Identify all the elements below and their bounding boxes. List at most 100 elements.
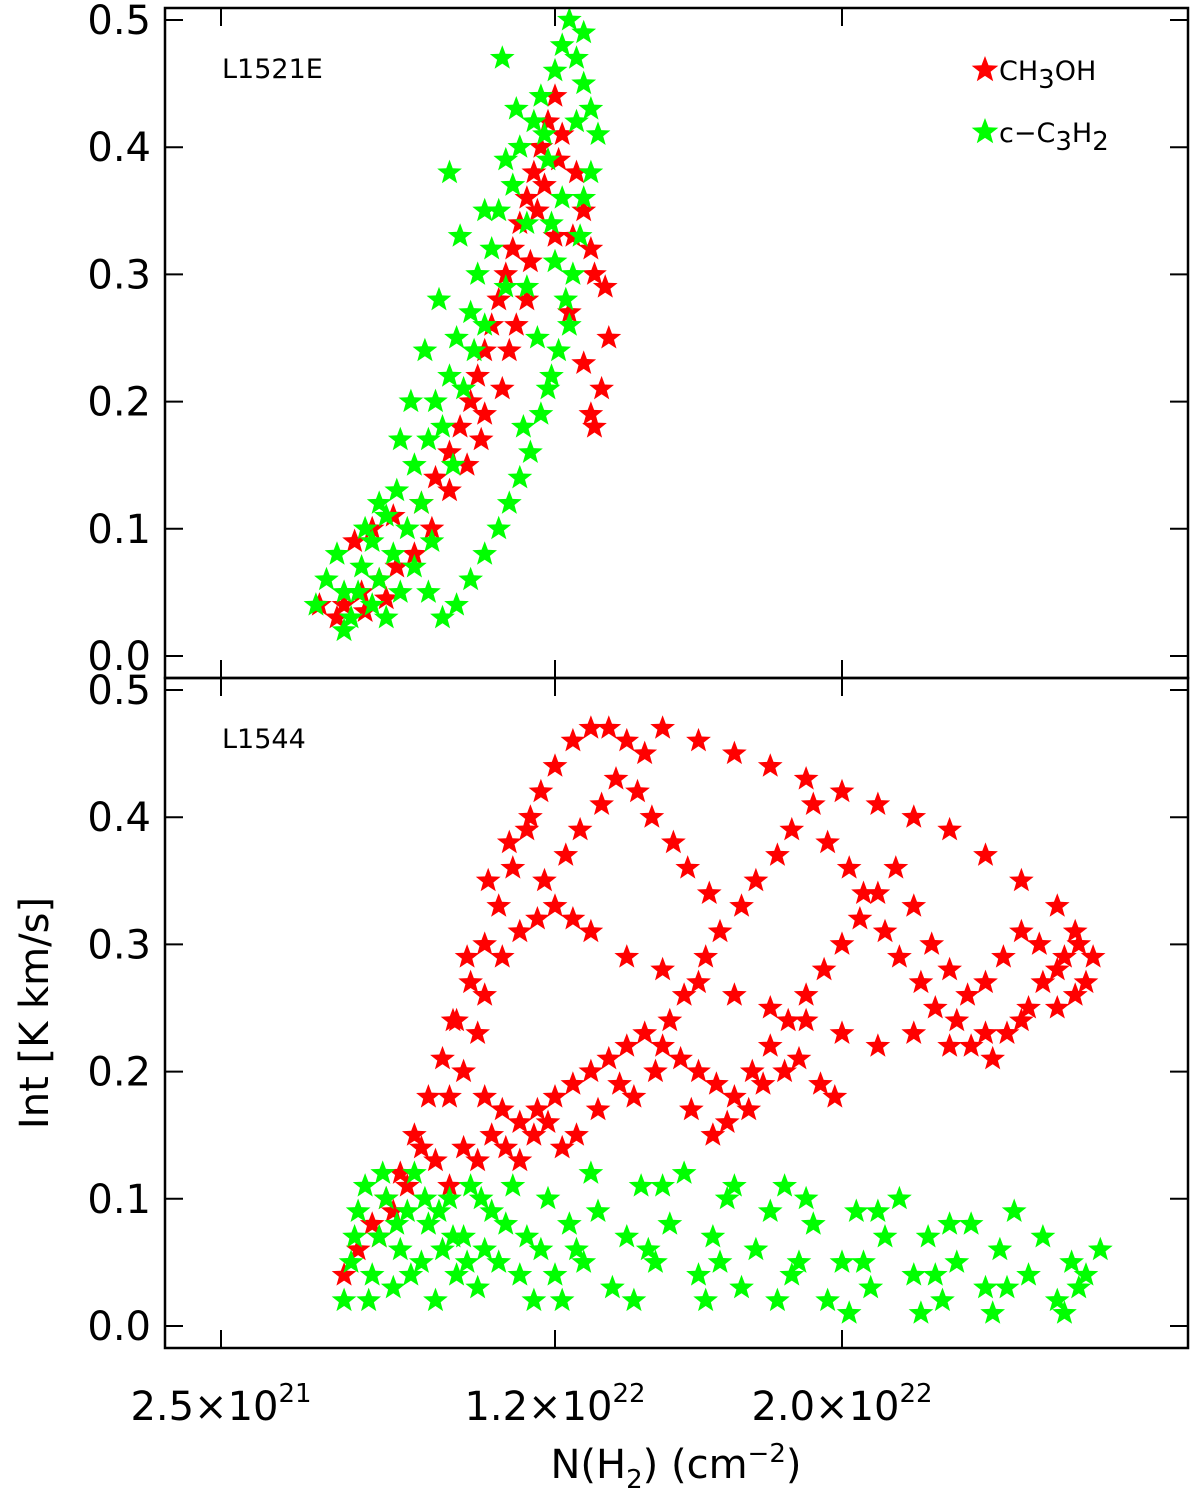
point-ch3oh-54 [468, 426, 494, 451]
point-ch3oh-28 [901, 804, 927, 828]
point-ch3oh-19 [614, 727, 640, 752]
point-c-c3h2-4 [338, 604, 364, 629]
y-tick-label-0: 0.0 [87, 1304, 151, 1350]
point-c-c3h2-8 [387, 1236, 413, 1261]
legend-marker-ch3oh [971, 56, 999, 82]
point-ch3oh-73 [722, 1084, 747, 1108]
point-ch3oh-2 [359, 1211, 385, 1235]
point-c-c3h2-49 [815, 1287, 840, 1312]
point-ch3oh-102 [549, 1134, 575, 1159]
point-ch3oh-134 [714, 1109, 740, 1133]
point-c-c3h2-21 [472, 312, 497, 336]
point-c-c3h2-58 [944, 1249, 970, 1273]
point-ch3oh-45 [419, 515, 445, 540]
point-c-c3h2-47 [507, 464, 533, 489]
point-ch3oh-27 [571, 197, 597, 222]
point-ch3oh-157 [661, 829, 686, 854]
point-c-c3h2-66 [387, 426, 413, 451]
point-c-c3h2-97 [426, 1198, 452, 1222]
point-ch3oh-117 [815, 829, 840, 854]
point-ch3oh-51 [532, 172, 557, 196]
point-ch3oh-133 [700, 1122, 726, 1146]
point-c-c3h2-100 [468, 1185, 494, 1210]
point-ch3oh-1 [345, 1236, 371, 1261]
point-ch3oh-126 [980, 1045, 1005, 1070]
point-ch3oh-57 [451, 1058, 476, 1083]
point-c-c3h2-81 [352, 515, 378, 540]
point-c-c3h2-67 [557, 312, 582, 336]
point-c-c3h2-25 [500, 172, 526, 196]
point-ch3oh-34 [582, 414, 607, 438]
point-ch3oh-79 [829, 931, 855, 955]
point-ch3oh-64 [560, 1071, 586, 1095]
point-ch3oh-18 [500, 236, 526, 260]
y-tick-label-5: 0.5 [87, 0, 151, 44]
point-c-c3h2-29 [535, 1185, 561, 1210]
panel-bottom-label: L1544 [222, 724, 306, 755]
point-c-c3h2-25 [507, 1262, 533, 1286]
point-c-c3h2-76 [461, 337, 487, 362]
point-ch3oh-91 [1044, 956, 1070, 981]
point-ch3oh-54 [489, 944, 515, 968]
point-ch3oh-30 [973, 842, 998, 866]
point-c-c3h2-4 [359, 1262, 385, 1286]
point-c-c3h2-80 [331, 617, 357, 642]
point-ch3oh-76 [775, 1007, 801, 1032]
point-c-c3h2-57 [930, 1287, 955, 1312]
point-ch3oh-30 [592, 274, 618, 298]
point-ch3oh-45 [722, 982, 747, 1006]
point-c-c3h2-52 [858, 1274, 884, 1299]
x-axis-title: N(H2) (cm−2) [551, 1439, 802, 1492]
point-c-c3h2-89 [994, 1274, 1020, 1299]
point-c-c3h2-80 [908, 1300, 934, 1324]
point-c-c3h2-86 [779, 1262, 805, 1286]
point-c-c3h2-53 [872, 1224, 898, 1248]
point-c-c3h2-64 [1030, 1224, 1056, 1248]
panel-bottom-points [331, 715, 1113, 1324]
point-c-c3h2-28 [521, 108, 547, 133]
point-c-c3h2-78 [765, 1287, 790, 1312]
x-tick-labels: 2.5×1021 1.2×1022 2.0×1022 [130, 1379, 932, 1430]
panel-bottom-y-tick-labels: 0.0 0.1 0.2 0.3 0.4 0.5 [87, 668, 151, 1350]
point-c-c3h2-35 [571, 70, 597, 95]
point-ch3oh-46 [686, 969, 711, 994]
point-ch3oh-82 [883, 855, 909, 879]
point-c-c3h2-55 [901, 1262, 927, 1286]
point-ch3oh-119 [851, 880, 876, 904]
point-c-c3h2-59 [345, 579, 371, 603]
x-tick-mantissa-2: 2.0×10 [751, 1384, 899, 1430]
point-ch3oh-35 [571, 350, 597, 374]
panel-top-points [303, 7, 622, 642]
point-c-c3h2-95 [398, 1262, 424, 1286]
point-c-c3h2-32 [549, 32, 575, 56]
point-ch3oh-7 [430, 1045, 455, 1070]
point-ch3oh-155 [625, 778, 650, 803]
point-c-c3h2-72 [793, 1185, 819, 1210]
point-c-c3h2-84 [635, 1236, 661, 1261]
point-ch3oh-13 [465, 363, 490, 387]
point-c-c3h2-34 [600, 1274, 625, 1299]
point-c-c3h2-34 [564, 45, 589, 69]
point-ch3oh-39 [937, 1033, 962, 1057]
point-c-c3h2-7 [366, 566, 392, 591]
point-ch3oh-125 [958, 1033, 984, 1057]
point-c-c3h2-18 [458, 1173, 483, 1197]
point-c-c3h2-42 [714, 1185, 740, 1210]
point-ch3oh-3 [384, 554, 410, 578]
point-ch3oh-50 [518, 248, 543, 273]
point-ch3oh-62 [525, 1096, 550, 1121]
point-ch3oh-50 [560, 906, 586, 930]
point-c-c3h2-6 [373, 1185, 399, 1210]
point-ch3oh-93 [423, 1147, 448, 1172]
point-c-c3h2-57 [373, 604, 399, 629]
point-c-c3h2-14 [430, 1236, 455, 1261]
point-c-c3h2-72 [549, 185, 575, 209]
point-c-c3h2-70 [650, 1173, 675, 1197]
x-tick-mantissa-0: 2.5×10 [130, 1384, 278, 1430]
panel-bottom-frame [163, 676, 1190, 1350]
point-ch3oh-27 [865, 791, 891, 815]
point-ch3oh-63 [542, 1084, 568, 1108]
point-c-c3h2-78 [419, 528, 445, 552]
point-c-c3h2-40 [567, 223, 593, 247]
point-ch3oh-41 [865, 1033, 891, 1057]
